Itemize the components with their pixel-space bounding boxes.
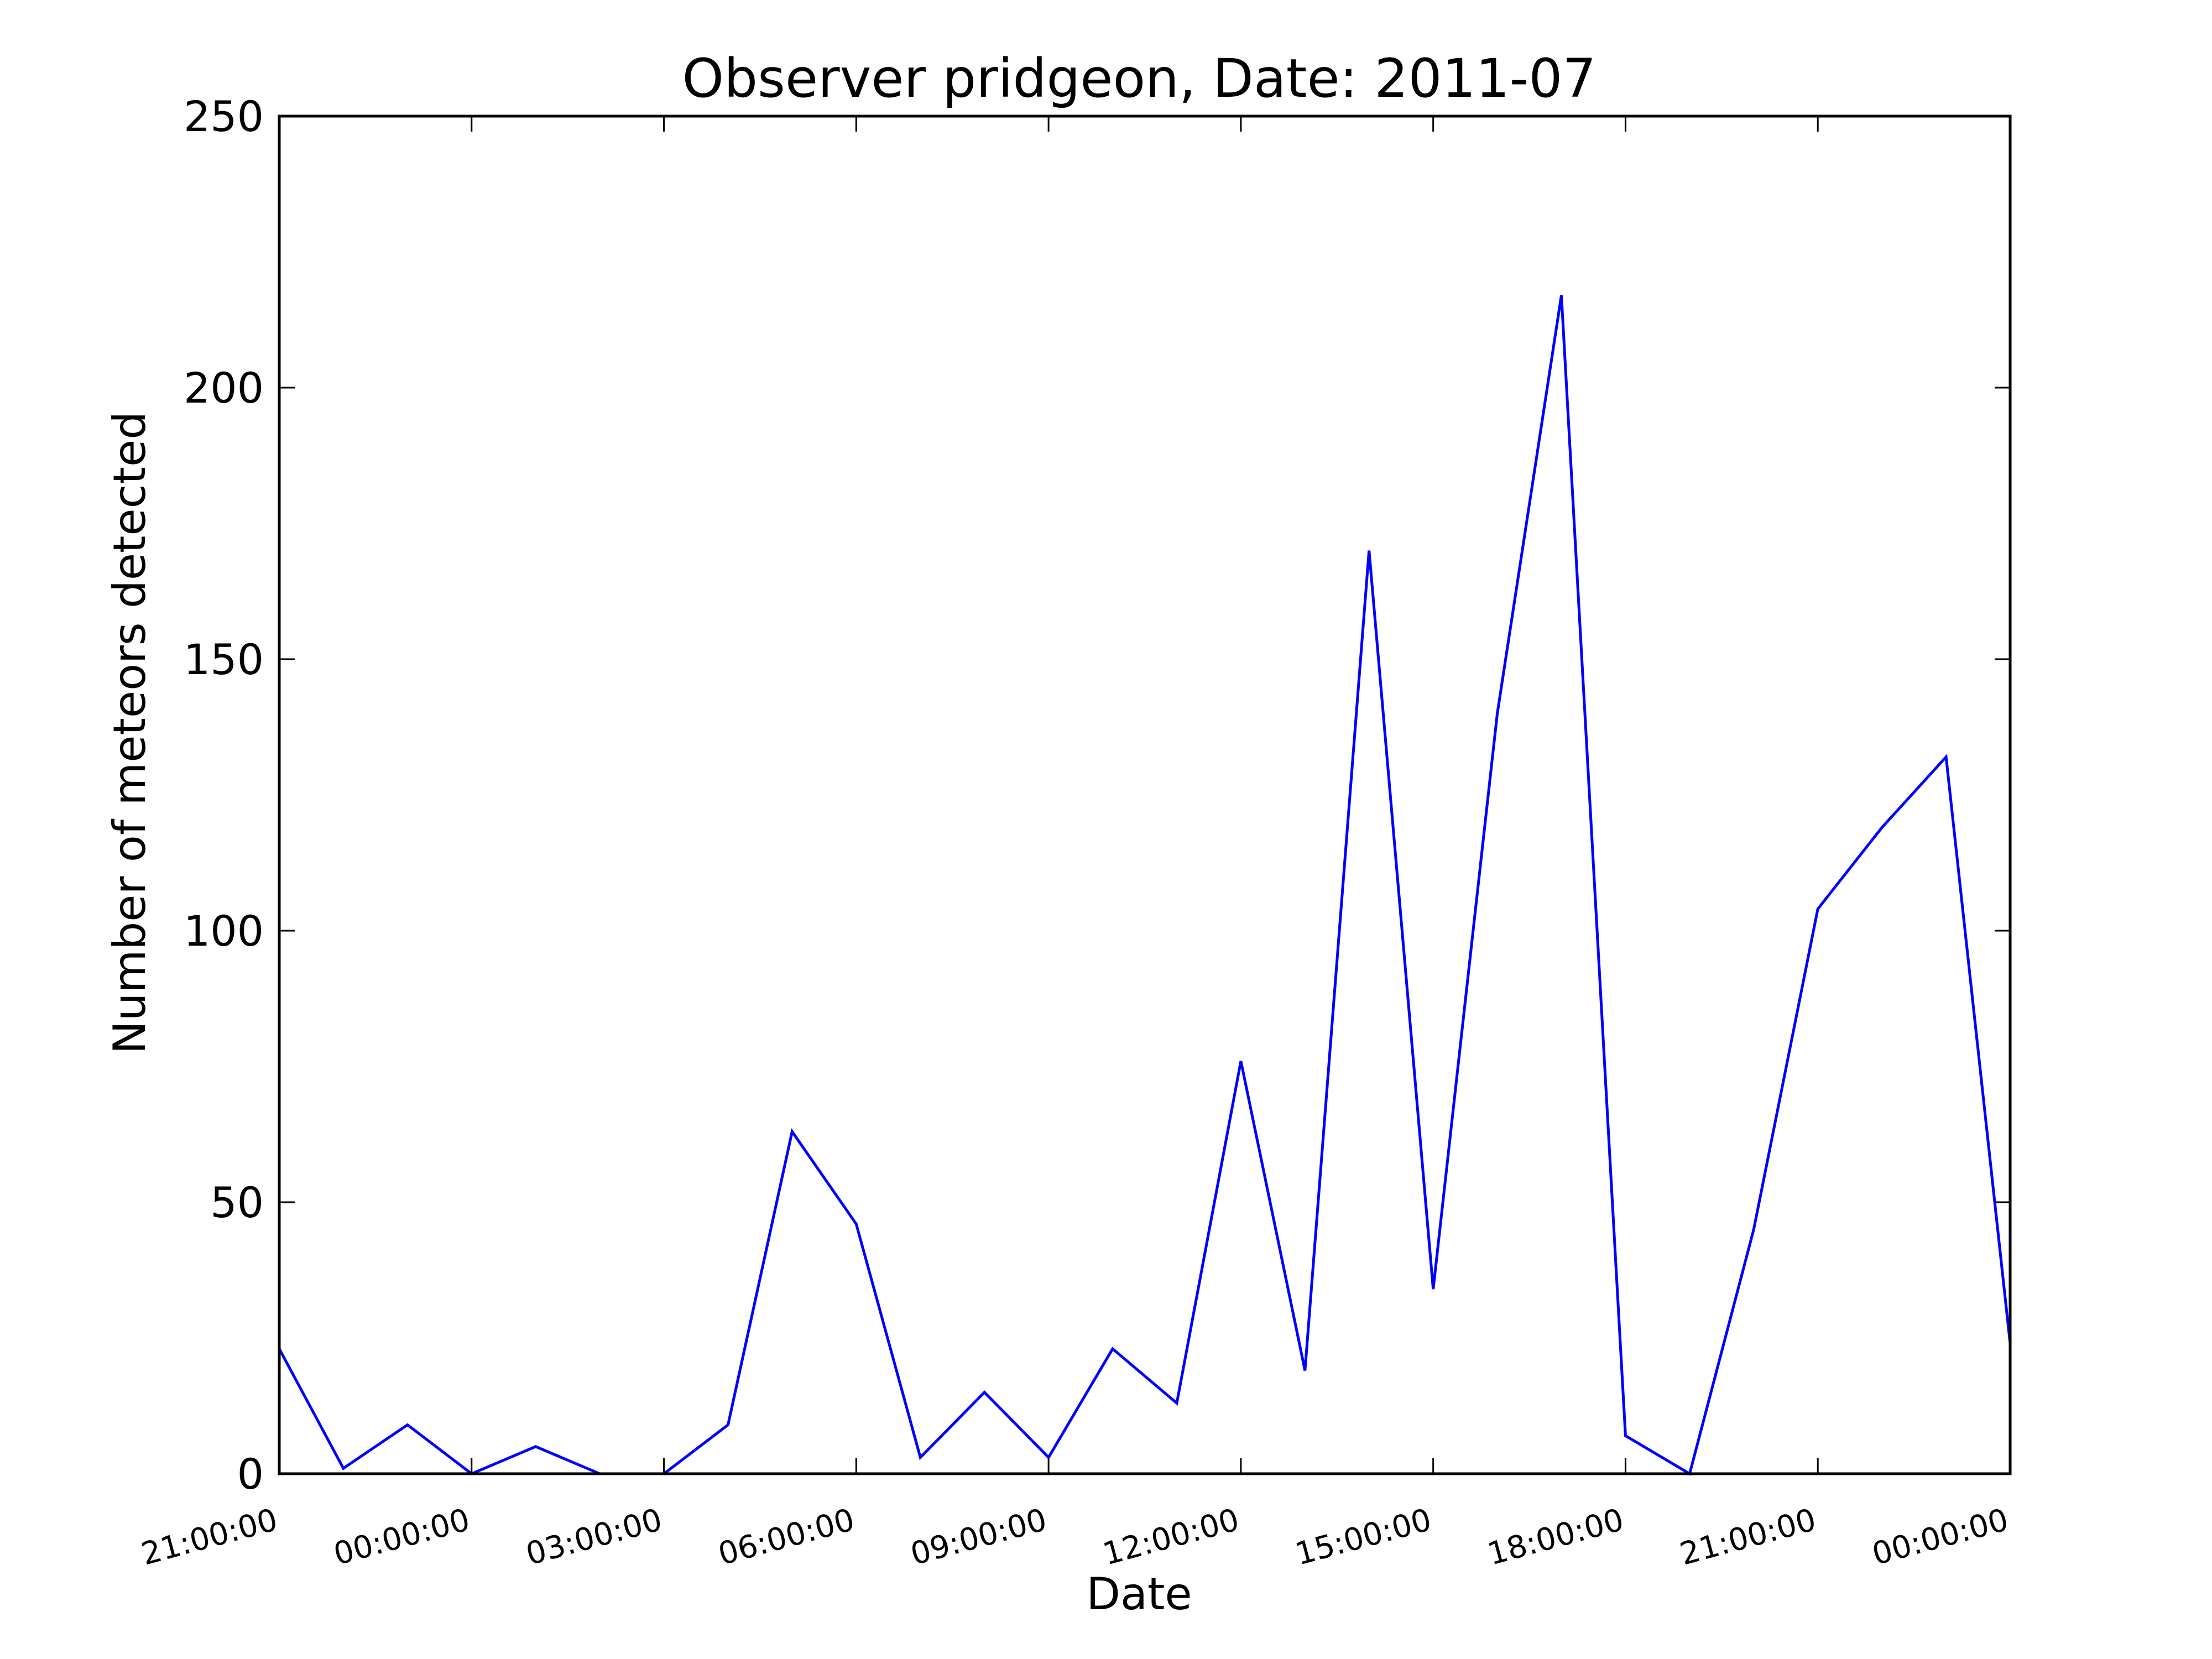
x-tick-label: 03:00:00	[522, 1502, 666, 1573]
data-point	[406, 1423, 409, 1427]
chart-title: Observer pridgeon, Date: 2011-07	[682, 48, 1597, 109]
data-point	[1624, 1434, 1627, 1437]
series-line-0	[278, 295, 2012, 1476]
y-tick-label: 100	[184, 906, 264, 956]
data-point	[1368, 549, 1371, 552]
x-tick-label: 21:00:00	[138, 1502, 281, 1573]
x-axis-title: Date	[1086, 1568, 1192, 1620]
x-tick-label: 00:00:00	[1869, 1502, 2012, 1573]
x-tick-label: 21:00:00	[1676, 1502, 1820, 1573]
data-point	[1496, 712, 1499, 715]
y-tick-label: 0	[237, 1449, 264, 1499]
y-tick-label: 50	[210, 1178, 264, 1227]
y-tick-label: 200	[184, 363, 264, 413]
data-point	[919, 1456, 922, 1459]
data-point	[983, 1391, 986, 1394]
data-point	[1303, 1369, 1307, 1372]
data-point	[1560, 294, 1563, 297]
data-point	[854, 1222, 858, 1225]
data-point	[534, 1445, 538, 1448]
y-tick-label: 250	[184, 92, 264, 141]
x-tick-label: 06:00:00	[714, 1502, 858, 1573]
x-tick-label: 18:00:00	[1484, 1502, 1627, 1573]
y-axis-title: Number of meteors detected	[104, 411, 155, 1054]
plot-area: 0 50 100 150 200 250 21:00:00 00:00:00 03:00:00 0…	[138, 92, 2012, 1573]
data-point	[1175, 1401, 1178, 1405]
plot-frame	[278, 114, 2012, 1475]
data-point	[1752, 1228, 1755, 1231]
x-tick-label: 09:00:00	[907, 1502, 1051, 1573]
data-point	[342, 1467, 345, 1470]
data-point	[1432, 1287, 1435, 1291]
x-tick-label: 12:00:00	[1099, 1502, 1243, 1573]
x-tick-label: 00:00:00	[330, 1502, 474, 1573]
y-tick-label: 150	[184, 635, 264, 684]
data-point	[1111, 1347, 1114, 1350]
data-point	[1880, 826, 1884, 829]
data-point	[1239, 1060, 1243, 1063]
data-point	[1944, 755, 1948, 759]
data-point	[726, 1423, 729, 1427]
data-point	[790, 1130, 794, 1133]
data-point	[1816, 907, 1819, 911]
x-tick-label: 15:00:00	[1292, 1502, 1436, 1573]
